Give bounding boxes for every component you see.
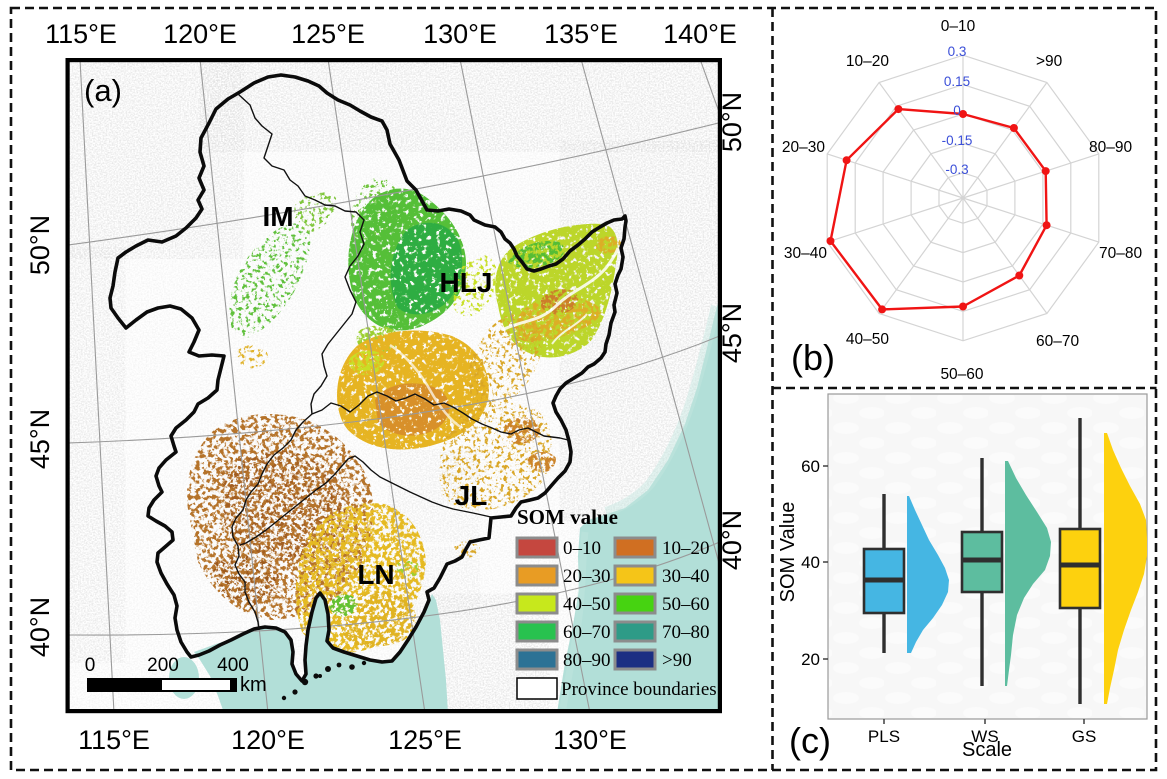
svg-text:50–60: 50–60 bbox=[662, 594, 710, 615]
svg-text:45°N: 45°N bbox=[25, 409, 55, 469]
svg-text:60–70: 60–70 bbox=[563, 622, 611, 643]
svg-text:45°N: 45°N bbox=[717, 303, 747, 363]
svg-text:0–10: 0–10 bbox=[563, 538, 601, 559]
svg-text:(a): (a) bbox=[84, 73, 122, 108]
svg-text:km: km bbox=[240, 674, 267, 696]
svg-text:0–10: 0–10 bbox=[941, 18, 976, 35]
svg-text:Province boundaries: Province boundaries bbox=[561, 679, 717, 700]
svg-text:30–40: 30–40 bbox=[784, 245, 827, 262]
svg-text:115°E: 115°E bbox=[78, 725, 150, 755]
svg-text:125°E: 125°E bbox=[388, 725, 462, 755]
svg-text:40–50: 40–50 bbox=[563, 594, 611, 615]
svg-text:60–70: 60–70 bbox=[1036, 333, 1079, 350]
svg-text:(c): (c) bbox=[789, 720, 831, 761]
svg-text:20–30: 20–30 bbox=[563, 566, 611, 587]
svg-text:0.3: 0.3 bbox=[948, 44, 967, 59]
svg-text:40–50: 40–50 bbox=[846, 331, 889, 348]
svg-text:40°N: 40°N bbox=[25, 597, 55, 657]
svg-text:135°E: 135°E bbox=[544, 19, 618, 49]
svg-text:80–90: 80–90 bbox=[563, 650, 611, 671]
svg-text:70–80: 70–80 bbox=[662, 622, 710, 643]
svg-text:20–30: 20–30 bbox=[782, 139, 825, 156]
svg-text:LN: LN bbox=[357, 559, 394, 590]
svg-text:200: 200 bbox=[147, 655, 179, 676]
svg-text:50°N: 50°N bbox=[717, 92, 747, 152]
svg-text:-0.3: -0.3 bbox=[945, 162, 968, 177]
svg-text:20: 20 bbox=[801, 650, 820, 669]
svg-text:JL: JL bbox=[455, 480, 488, 511]
svg-text:>90: >90 bbox=[662, 650, 692, 671]
svg-text:PLS: PLS bbox=[868, 727, 900, 746]
svg-text:70–80: 70–80 bbox=[1099, 245, 1142, 262]
svg-text:130°E: 130°E bbox=[423, 19, 497, 49]
svg-text:(b): (b) bbox=[791, 337, 835, 378]
svg-text:40°N: 40°N bbox=[717, 510, 747, 570]
svg-text:125°E: 125°E bbox=[291, 19, 365, 49]
svg-text:Scale: Scale bbox=[962, 739, 1012, 761]
svg-text:-0.15: -0.15 bbox=[942, 133, 973, 148]
svg-text:120°E: 120°E bbox=[163, 19, 237, 49]
svg-text:400: 400 bbox=[217, 655, 249, 676]
svg-text:IM: IM bbox=[262, 201, 293, 232]
svg-text:50°N: 50°N bbox=[25, 215, 55, 275]
svg-text:0: 0 bbox=[85, 655, 96, 676]
svg-text:>90: >90 bbox=[1036, 53, 1063, 70]
svg-text:0: 0 bbox=[953, 103, 961, 118]
svg-text:WS: WS bbox=[971, 727, 998, 746]
svg-text:10–20: 10–20 bbox=[846, 53, 889, 70]
svg-text:60: 60 bbox=[801, 457, 820, 476]
svg-text:GS: GS bbox=[1072, 727, 1097, 746]
svg-text:10–20: 10–20 bbox=[662, 538, 710, 559]
svg-text:80–90: 80–90 bbox=[1089, 139, 1132, 156]
svg-text:SOM value: SOM value bbox=[517, 505, 618, 529]
svg-text:120°E: 120°E bbox=[231, 725, 305, 755]
svg-text:30–40: 30–40 bbox=[662, 566, 710, 587]
svg-text:HLJ: HLJ bbox=[440, 267, 493, 298]
svg-text:50–60: 50–60 bbox=[940, 366, 983, 383]
svg-text:130°E: 130°E bbox=[553, 725, 627, 755]
svg-text:40: 40 bbox=[801, 553, 820, 572]
svg-text:140°E: 140°E bbox=[663, 19, 737, 49]
svg-text:115°E: 115°E bbox=[45, 19, 117, 49]
svg-text:SOM Value: SOM Value bbox=[777, 502, 799, 603]
svg-text:0.15: 0.15 bbox=[944, 74, 970, 89]
